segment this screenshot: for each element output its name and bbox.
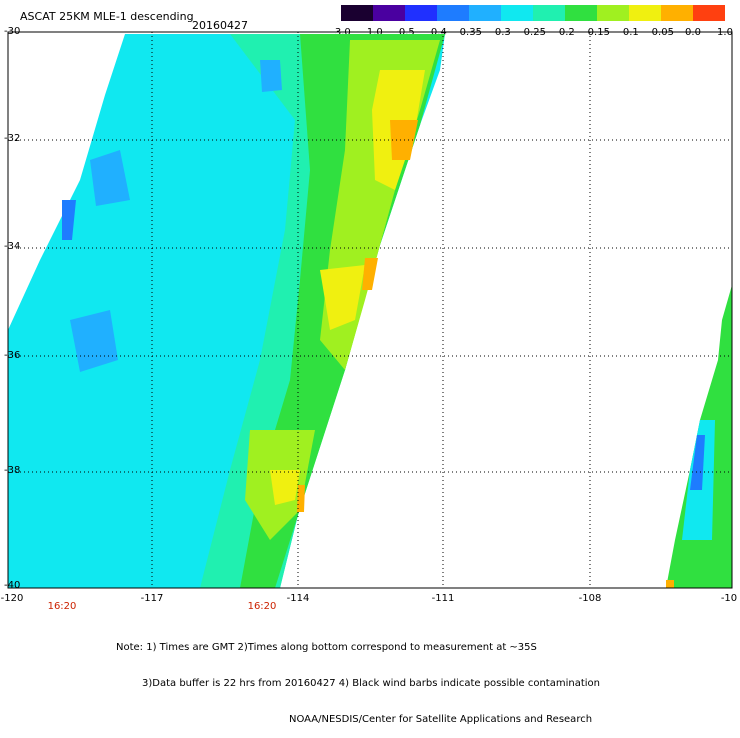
swath-blue [62, 200, 76, 240]
colorbar-segment [629, 5, 662, 21]
colorbar-segment [469, 5, 502, 21]
swath-orange [362, 258, 378, 290]
colorbar-segment [501, 5, 534, 21]
lon-label: -108 [578, 593, 602, 604]
colorbar-segment [405, 5, 438, 21]
lon-label: -117 [140, 593, 164, 604]
swath-lightblue [260, 60, 282, 92]
time-label: 16:20 [47, 601, 77, 612]
time-label: 16:20 [247, 601, 277, 612]
footnotes: Note: 1) Times are GMT 2)Times along bot… [116, 618, 600, 738]
swath-right-orange [666, 580, 674, 588]
lon-label: -120 [0, 593, 24, 604]
swath-orange [297, 485, 305, 512]
swath-lightblue [70, 310, 118, 372]
note-line-3: NOAA/NESDIS/Center for Satellite Applica… [289, 714, 593, 725]
lat-label: -34 [4, 241, 21, 252]
colorbar-segment [341, 5, 374, 21]
note-line-1: Note: 1) Times are GMT 2)Times along bot… [116, 642, 537, 653]
colorbar-segment [597, 5, 630, 21]
note-line-2: 3)Data buffer is 22 hrs from 20160427 4)… [142, 678, 600, 689]
colorbar-segment [565, 5, 598, 21]
colorbar-segment [693, 5, 725, 21]
swath-yellow [270, 470, 300, 505]
colorbar-segment [533, 5, 566, 21]
swath-lightblue [90, 150, 130, 206]
swath-right-blue [690, 435, 705, 490]
lat-label: -38 [4, 465, 21, 476]
lon-label: -114 [286, 593, 310, 604]
lon-label: -10 [720, 593, 738, 604]
map-plot [7, 31, 733, 589]
lat-label: -36 [4, 350, 21, 361]
lat-label: -40 [4, 580, 21, 591]
colorbar [341, 5, 725, 21]
colorbar-segment [437, 5, 470, 21]
lat-label: -30 [4, 26, 21, 37]
map-date: 20160427 [192, 19, 248, 32]
colorbar-segment [661, 5, 694, 21]
colorbar-segment [373, 5, 406, 21]
lon-label: -111 [431, 593, 455, 604]
swath-yellow [320, 265, 365, 330]
map-title: ASCAT 25KM MLE-1 descending [20, 10, 194, 23]
lat-label: -32 [4, 133, 21, 144]
